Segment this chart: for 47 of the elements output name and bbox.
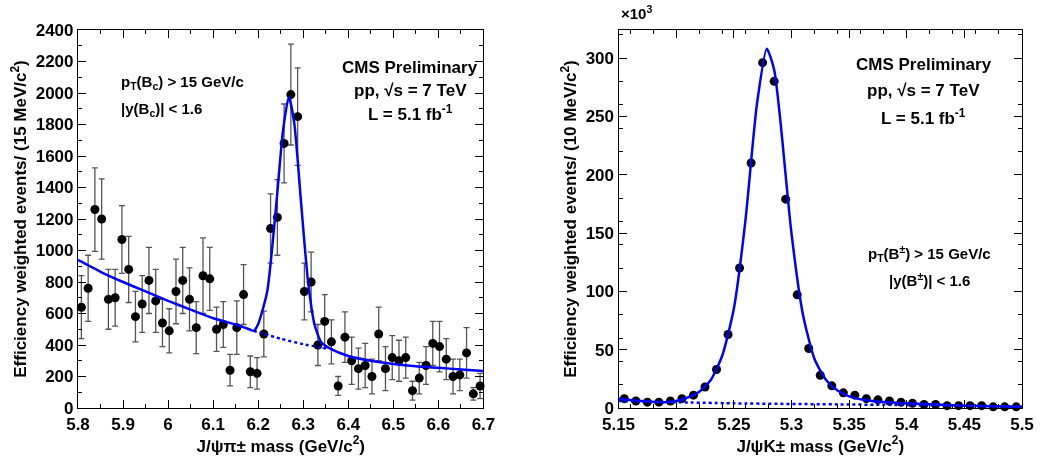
x-tick-label: 5.25 bbox=[717, 414, 751, 434]
x-tick-label: 6.5 bbox=[381, 414, 406, 434]
annotation: pp, √s = 7 TeV bbox=[354, 81, 468, 100]
x-tick-label: 5.4 bbox=[894, 414, 920, 434]
x-tick-label: 6.6 bbox=[426, 414, 451, 434]
y-tick-label: 1200 bbox=[35, 209, 74, 229]
x-tick-label: 6.7 bbox=[471, 414, 496, 434]
annotation: p$_{T}$(B$_{c}$) > 15 GeV/c bbox=[121, 73, 244, 93]
y-tick-label: 50 bbox=[595, 340, 615, 360]
x-tick-label: 6.4 bbox=[336, 414, 361, 434]
annotation: L = 5.1 fb$^{-1}$ bbox=[368, 102, 453, 125]
x-tick-label: 5.5 bbox=[1010, 414, 1034, 434]
x-tick-label: 5.35 bbox=[832, 414, 866, 434]
annotation: p$_{T}$(B$^{±}$) > 15 GeV/c bbox=[868, 243, 991, 265]
y-tick-label: 2400 bbox=[35, 20, 74, 40]
annotation: CMS Preliminary bbox=[856, 55, 992, 74]
x-tick-label: 5.3 bbox=[779, 414, 804, 434]
y-tick-label: 200 bbox=[585, 165, 615, 185]
annotation: L = 5.1 fb$^{-1}$ bbox=[881, 106, 966, 129]
y-tick-label: 2000 bbox=[35, 83, 74, 103]
y-tick-label: 400 bbox=[45, 335, 74, 355]
y-tick-label: 1600 bbox=[35, 146, 74, 166]
annotation: |y(B$_{c}$)| < 1.6 bbox=[121, 100, 203, 120]
y-tick-label: 1000 bbox=[35, 241, 74, 261]
x-tick-label: 6.2 bbox=[246, 414, 271, 434]
y-tick-label: 600 bbox=[45, 304, 74, 324]
y-tick-label: 800 bbox=[45, 272, 74, 292]
x-tick-label: 6.1 bbox=[201, 414, 225, 434]
y-tick-label: 2200 bbox=[35, 52, 74, 72]
x-axis-title: J/ψK± mass (GeV/c$^{2}$) bbox=[736, 433, 905, 456]
x-tick-label: 5.2 bbox=[664, 414, 688, 434]
y-tick-label: 1800 bbox=[35, 115, 74, 135]
x-tick-label: 6.3 bbox=[291, 414, 316, 434]
y-tick-label: 300 bbox=[585, 48, 615, 68]
x-tick-label: 5.45 bbox=[947, 414, 981, 434]
y-tick-label: 250 bbox=[585, 107, 615, 127]
annotation: CMS Preliminary bbox=[342, 58, 478, 77]
y-tick-label: 1400 bbox=[35, 178, 74, 198]
annotation: pp, √s = 7 TeV bbox=[867, 81, 981, 100]
x-tick-label: 5.9 bbox=[111, 414, 135, 434]
x-tick-label: 6 bbox=[163, 414, 173, 434]
y-tick-label: 150 bbox=[585, 223, 615, 243]
y-tick-label: 100 bbox=[585, 282, 615, 302]
text: ×10$^{3}$ bbox=[621, 3, 653, 23]
x-axis-title: J/ψπ± mass (GeV/c$^{2}$) bbox=[196, 433, 365, 456]
annotation: |y(B$^{±}$)| < 1.6 bbox=[889, 270, 971, 290]
y-tick-label: 200 bbox=[45, 367, 74, 387]
